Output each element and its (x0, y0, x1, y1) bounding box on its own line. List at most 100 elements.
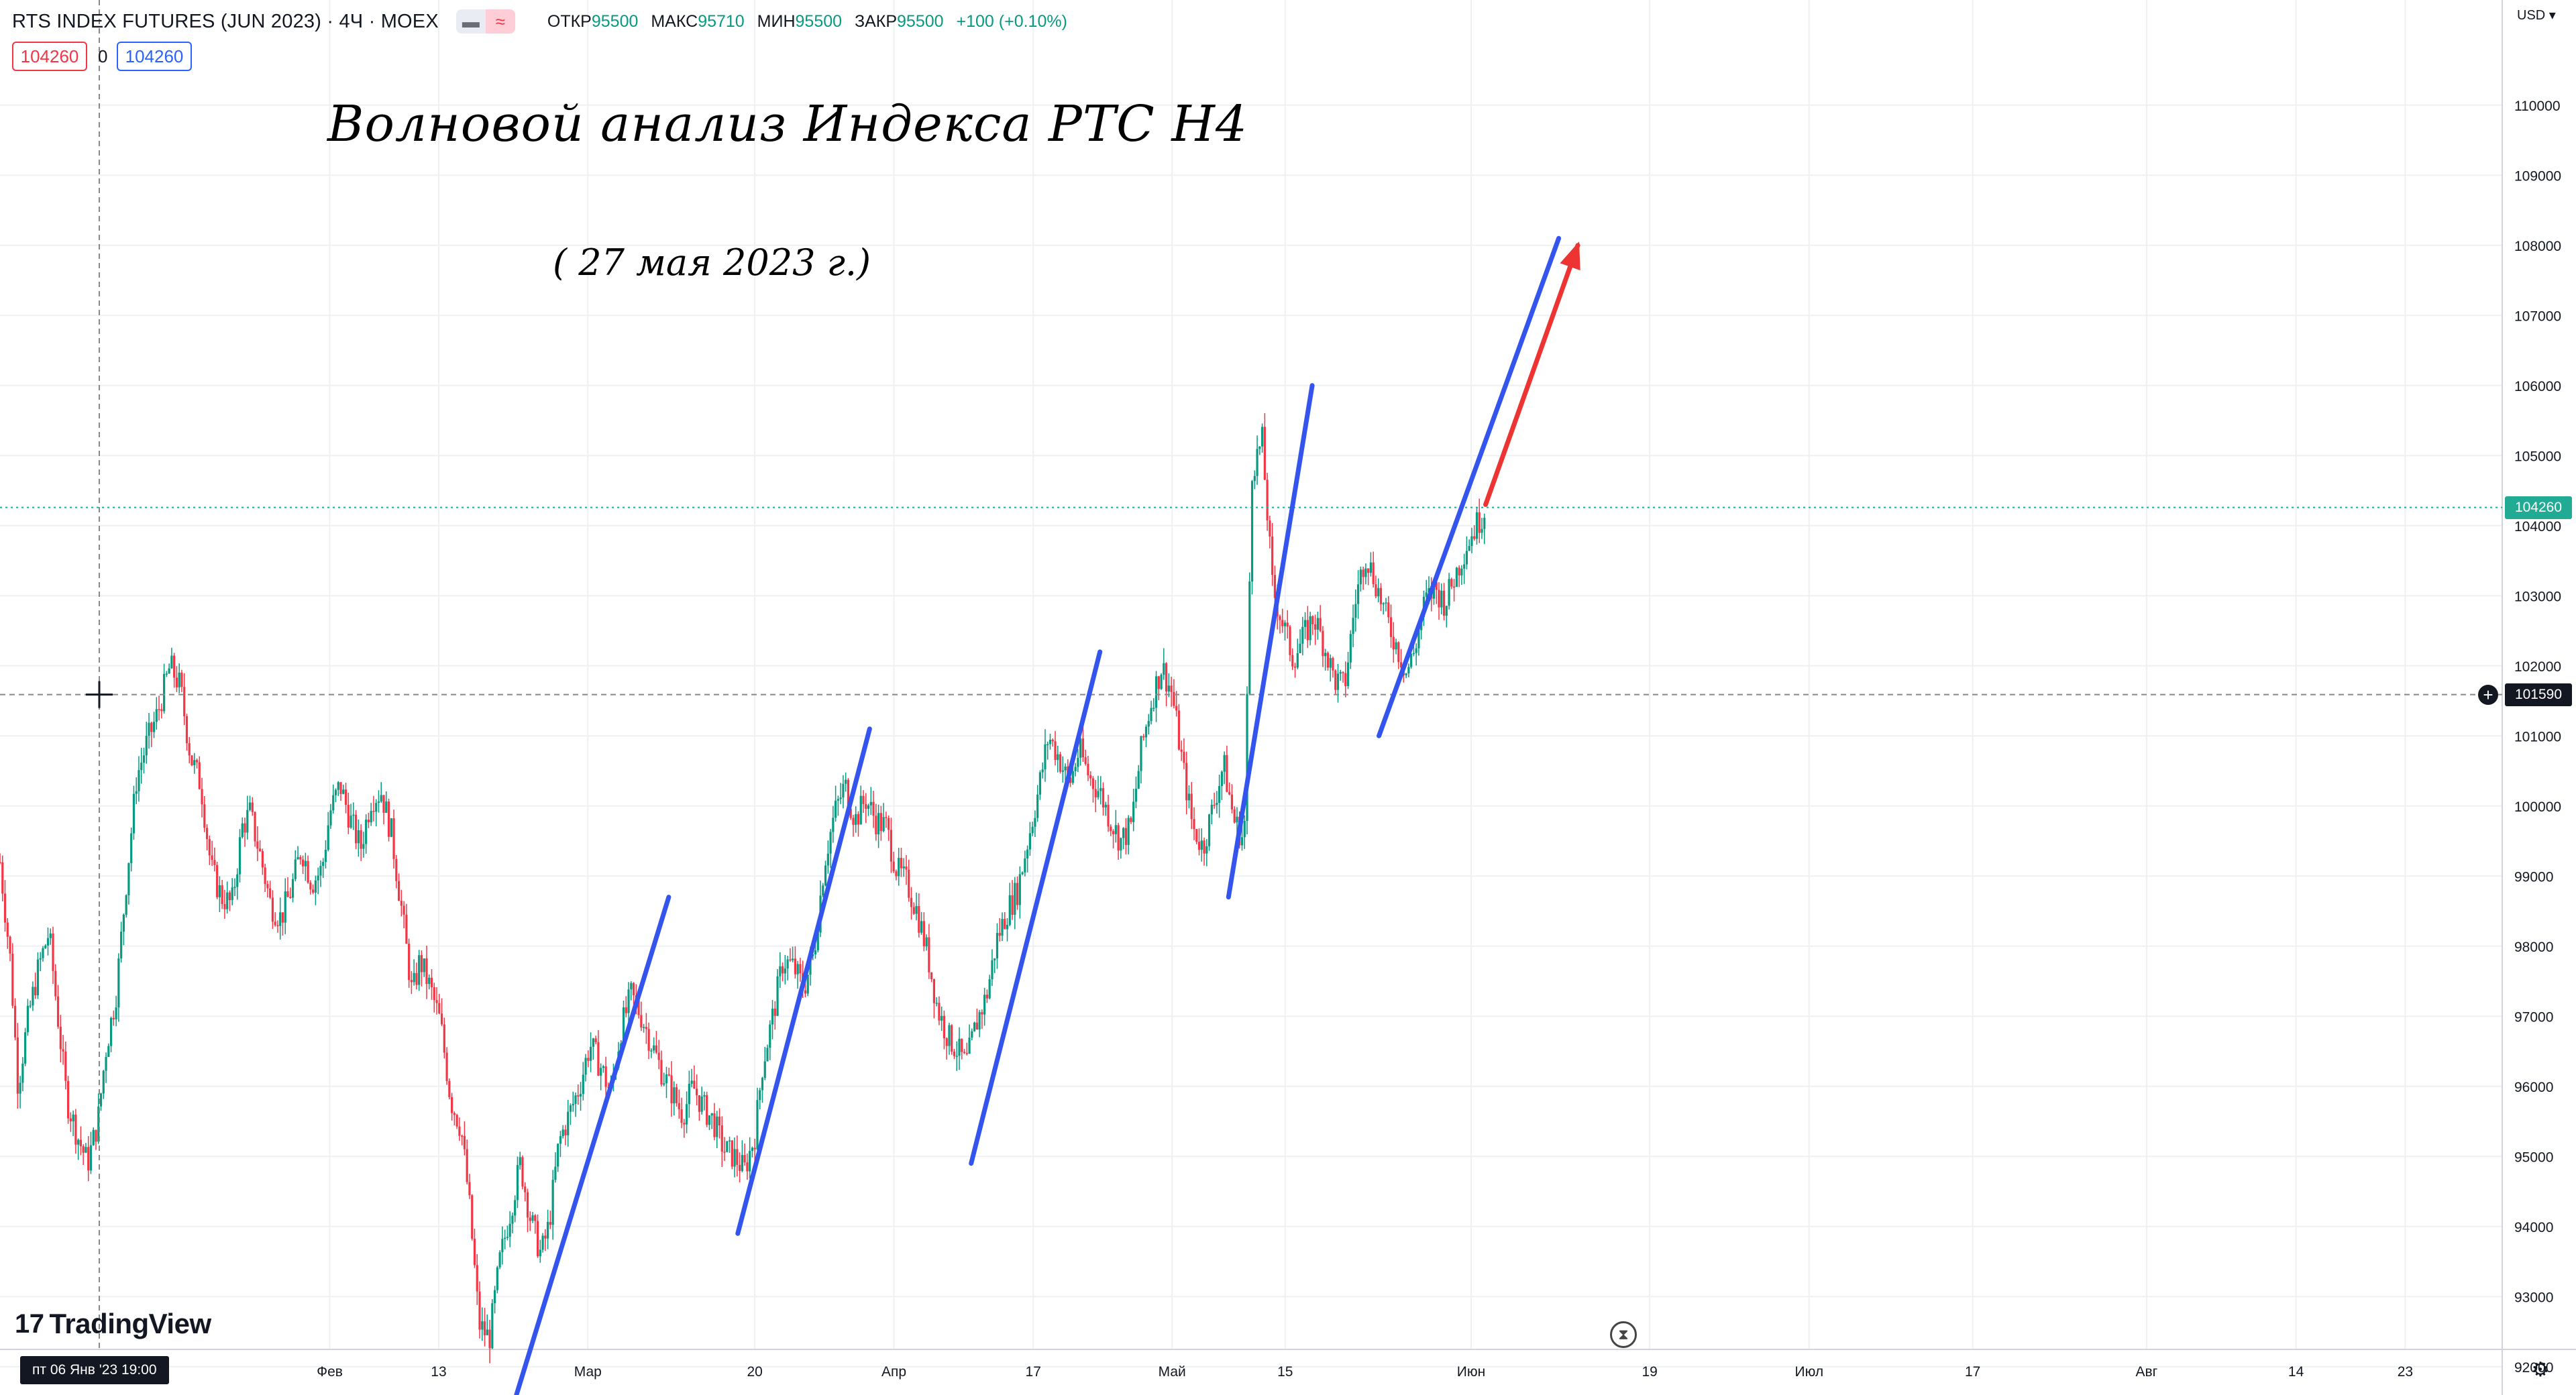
hourglass-icon[interactable]: ⧗ (1610, 1321, 1637, 1348)
candle-body (1375, 584, 1377, 597)
candle-body (372, 811, 375, 812)
candle-body (945, 1038, 948, 1046)
candle-body (622, 1007, 625, 1044)
candle-body (1303, 620, 1307, 627)
candle-body (87, 1147, 90, 1171)
candle-body (284, 891, 286, 923)
candle-body (786, 959, 789, 969)
candle-body (1041, 769, 1044, 773)
candle-body (168, 668, 170, 674)
candle-body (69, 1118, 72, 1121)
candle-body (597, 1042, 600, 1076)
candle-body (718, 1116, 721, 1126)
candle-body (1155, 676, 1158, 708)
candle-body (1397, 642, 1400, 663)
candle-body (885, 817, 888, 818)
candle-body (367, 820, 370, 823)
candle-body (1475, 512, 1479, 539)
candle-body (1094, 789, 1097, 797)
candle-body (375, 803, 378, 812)
candle-body (463, 1135, 466, 1150)
candle-body (218, 885, 221, 897)
candle-body (1442, 590, 1446, 616)
candle-body (173, 655, 176, 678)
compare-style-icon[interactable]: ≈ (485, 9, 515, 34)
candle-body (1248, 581, 1251, 694)
candle-body (806, 974, 809, 994)
candle-body (138, 770, 140, 791)
candle-body (1438, 590, 1440, 608)
candle-body (357, 830, 360, 844)
candle-body (660, 1060, 663, 1085)
x-tick-label: 23 (2398, 1364, 2413, 1380)
crosshair-time-label: пт 06 Янв '23 19:00 (20, 1356, 169, 1384)
candle-body (29, 1005, 32, 1007)
candle-body (673, 1087, 676, 1104)
bars-style-icon[interactable]: ▬ (462, 11, 480, 32)
currency-selector[interactable]: USD ▾ (2517, 8, 2556, 23)
candle-body (59, 1026, 62, 1050)
candle-body (443, 1024, 445, 1053)
candle-body (1377, 588, 1380, 597)
candle-body (1261, 427, 1264, 447)
candle-body (541, 1235, 544, 1250)
candle-body (163, 673, 166, 712)
candle-body (1344, 673, 1347, 686)
candle-body (1236, 816, 1238, 823)
candle-body (385, 801, 388, 813)
candle-body (13, 1005, 17, 1038)
candle-body (869, 801, 872, 805)
candle-body (1465, 551, 1468, 565)
candle-body (857, 814, 860, 825)
candle-body (185, 716, 189, 744)
candle-body (1387, 602, 1390, 618)
candle-body (1349, 634, 1352, 663)
candle-body (1057, 754, 1059, 761)
candle-body (34, 987, 37, 995)
candle-body (1147, 720, 1150, 727)
candle-body (879, 813, 882, 832)
x-tick-label: Фев (317, 1364, 343, 1380)
candle-body (1395, 642, 1397, 650)
candle-body (922, 921, 925, 947)
candle-body (440, 1013, 443, 1025)
candle-body (1175, 706, 1178, 711)
tradingview-logo[interactable]: 17 TradingView (15, 1308, 211, 1340)
candle-body (1006, 924, 1009, 930)
y-tick-label: 100000 (2514, 799, 2561, 815)
candle-body (938, 1003, 941, 1021)
candle-body (1205, 846, 1208, 854)
candle-body (1210, 804, 1213, 815)
candle-body (511, 1215, 514, 1224)
candle-body (600, 1068, 602, 1076)
candle-body (551, 1180, 554, 1225)
candle-body (640, 1015, 643, 1028)
add-alert-plus-icon[interactable]: + (2478, 684, 2498, 705)
candle-body (690, 1080, 693, 1084)
candle-body (205, 828, 209, 840)
candle-body (261, 850, 264, 868)
candle-body (1309, 616, 1311, 640)
gear-icon[interactable]: ⚙ (2531, 1359, 2550, 1381)
candle-body (647, 1029, 650, 1051)
sell-price-button[interactable]: 104260 (12, 42, 87, 71)
candle-body (1410, 653, 1413, 667)
candle-body (377, 801, 380, 803)
chart-style-toggle[interactable]: ▬ ≈ (455, 9, 515, 34)
candle-body (299, 856, 302, 860)
candle-body (294, 859, 297, 879)
candle-body (1102, 788, 1105, 807)
candle-body (1114, 825, 1117, 834)
candle-body (77, 1139, 80, 1145)
wave-line (1226, 383, 1315, 900)
candle-body (120, 932, 123, 959)
candle-body (193, 760, 196, 766)
candle-body (602, 1066, 605, 1068)
candle-body (1311, 616, 1314, 624)
symbol-title[interactable]: RTS INDEX FUTURES (JUN 2023) · 4Ч · MOEX (12, 10, 439, 32)
candle-body (943, 1015, 946, 1039)
candle-body (241, 823, 244, 838)
buy-price-button[interactable]: 104260 (117, 42, 192, 71)
candle-body (271, 897, 274, 922)
